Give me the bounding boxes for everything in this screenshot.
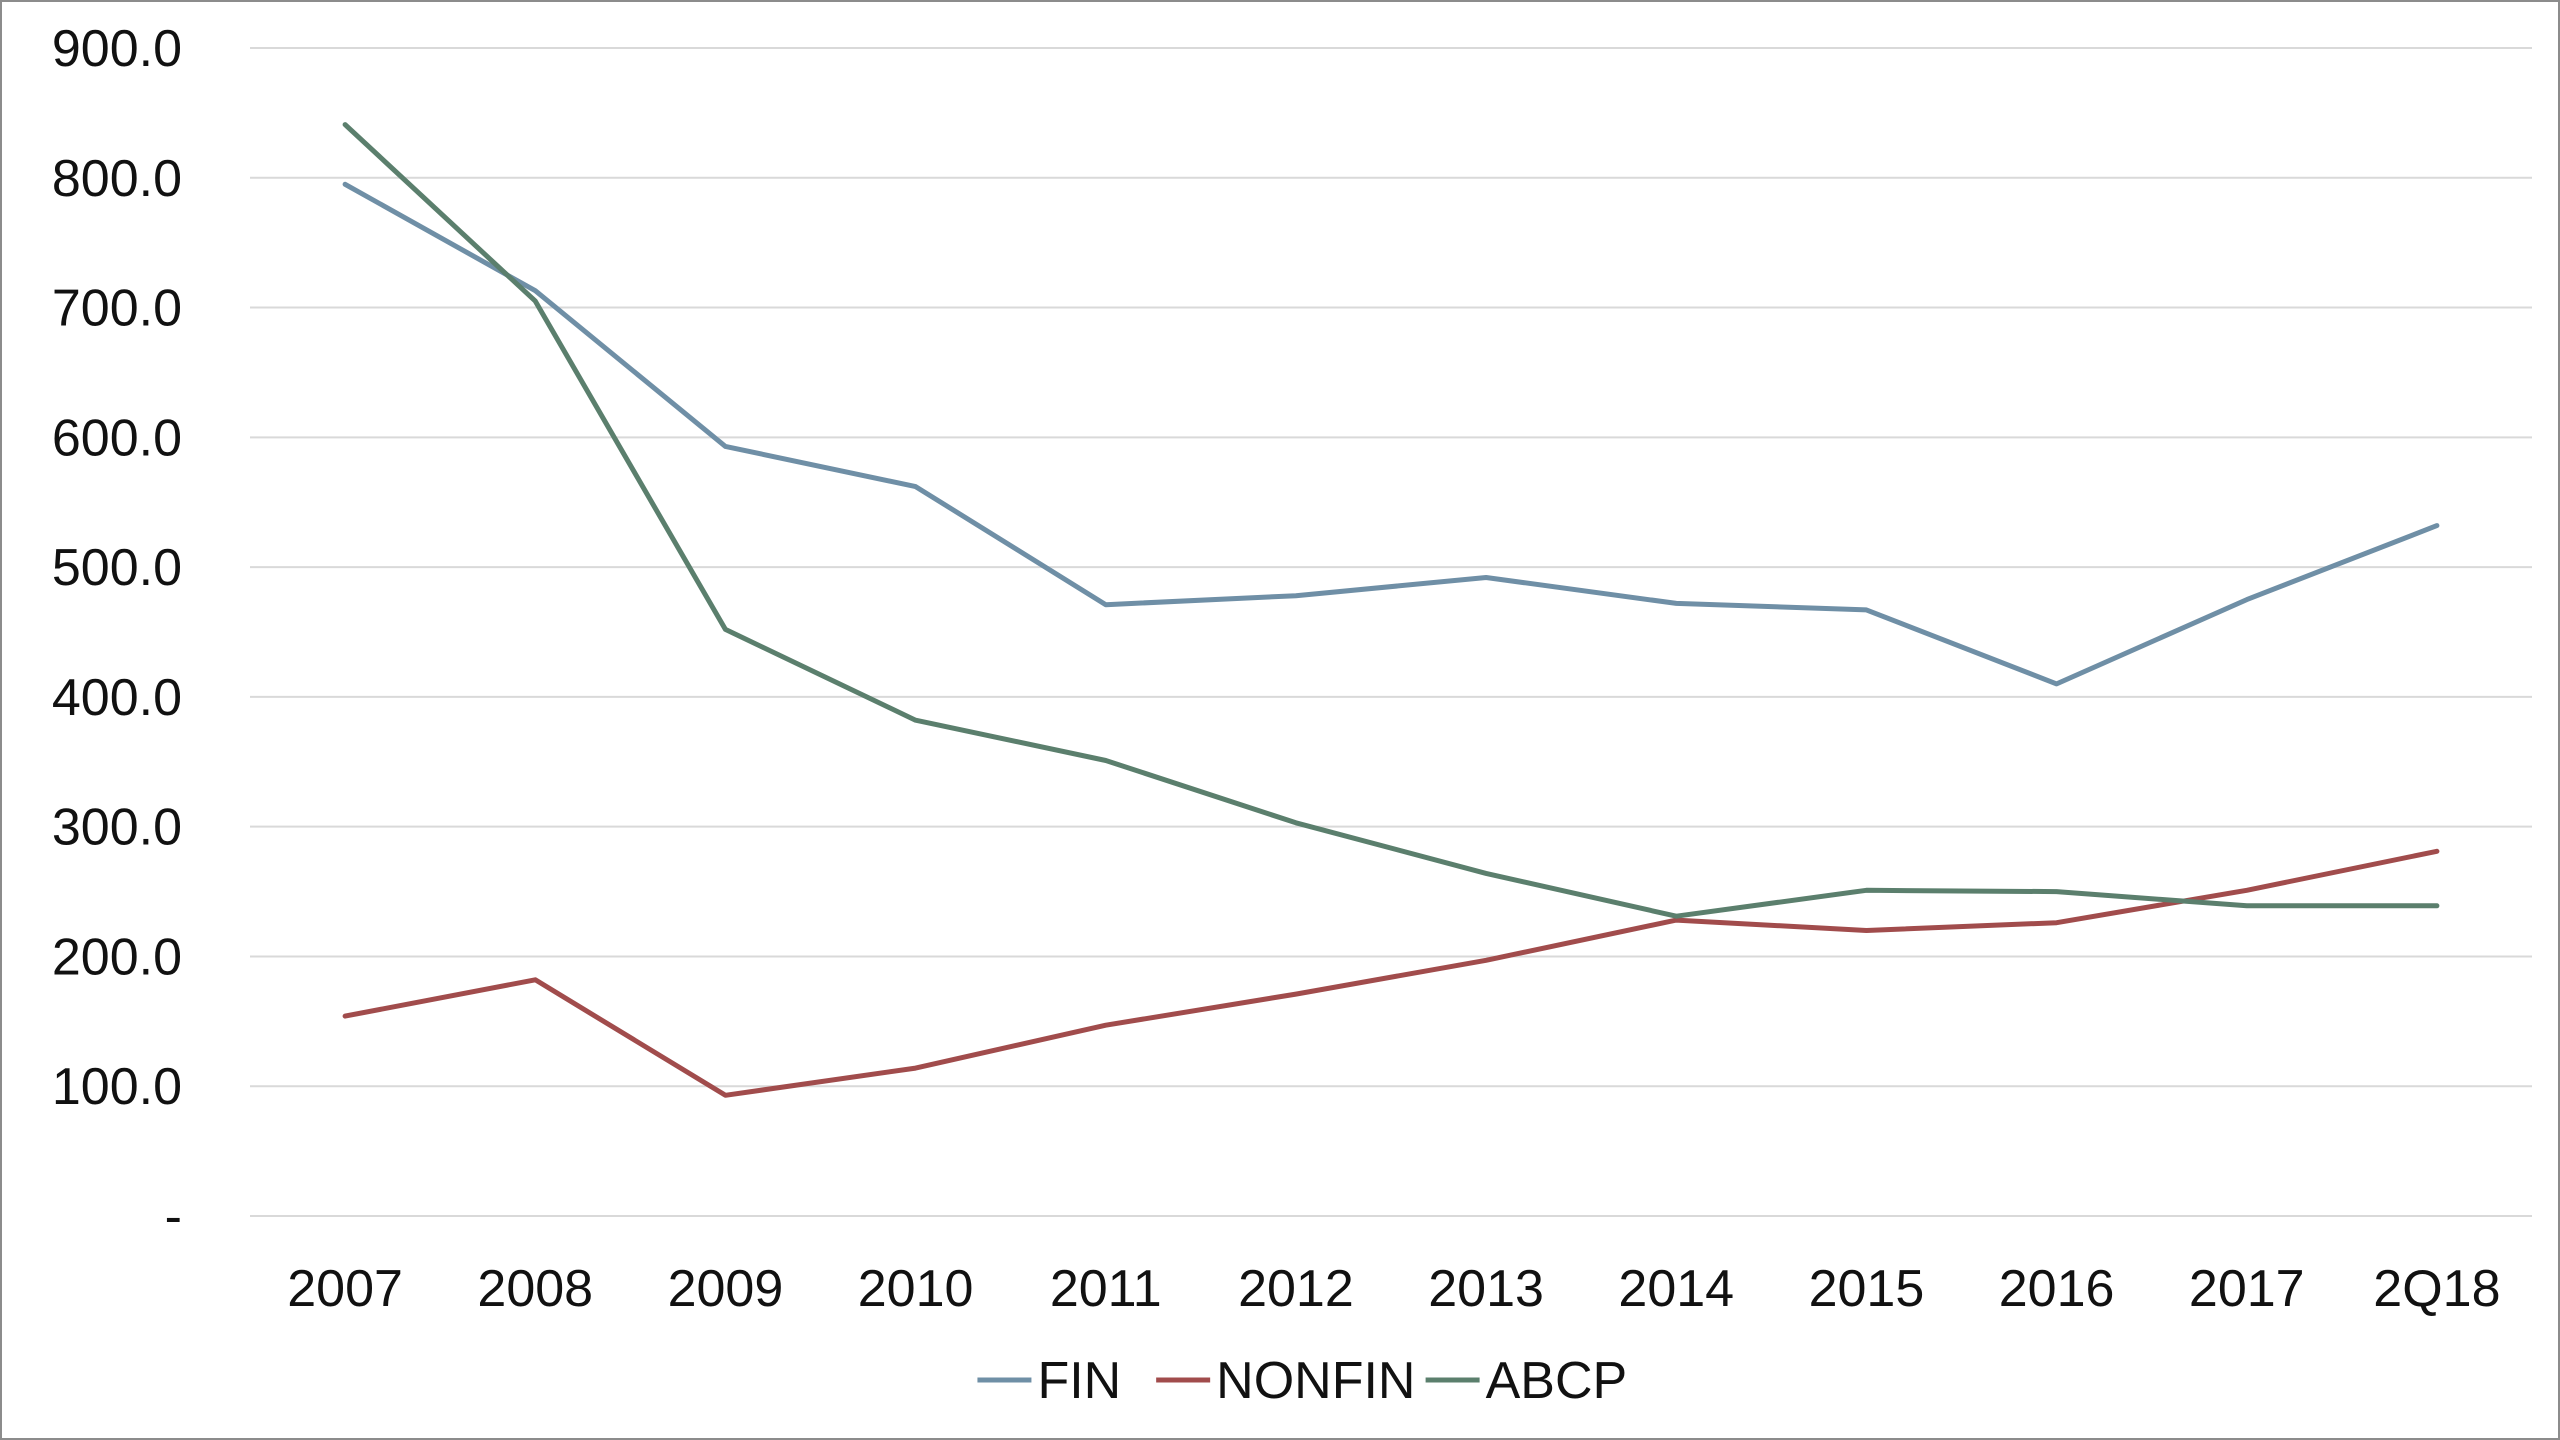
legend: FIN NONFIN ABCP [977, 1352, 1627, 1410]
legend-label: FIN [1037, 1352, 1121, 1410]
y-tick-label: 700.0 [52, 280, 182, 338]
series-line-nonfin [342, 848, 2440, 1098]
x-tick-label: 2010 [858, 1260, 974, 1318]
legend-item-fin: FIN [977, 1352, 1121, 1410]
x-tick-label: 2012 [1238, 1260, 1354, 1318]
series-line-abcp [342, 122, 2440, 919]
x-tick-label: 2015 [1809, 1260, 1925, 1318]
y-axis-tick-labels: - 100.0 200.0 300.0 400.0 500.0 600.0 700.0 800.… [52, 20, 182, 1246]
y-tick-label: 200.0 [52, 928, 182, 986]
y-tick-label: 300.0 [52, 799, 182, 857]
legend-label: NONFIN [1216, 1352, 1415, 1410]
x-tick-label: 2Q18 [2373, 1260, 2500, 1318]
legend-label: ABCP [1486, 1352, 1628, 1410]
series-line-fin [342, 181, 2440, 687]
y-tick-label: - [165, 1188, 182, 1246]
x-axis-tick-labels: 2007 2008 2009 2010 2011 2012 2013 2014 2015 2016… [287, 1260, 2500, 1318]
y-tick-label: 600.0 [52, 409, 182, 467]
x-tick-label: 2016 [1999, 1260, 2115, 1318]
y-tick-label: 900.0 [52, 20, 182, 78]
legend-item-abcp: ABCP [1425, 1352, 1628, 1410]
y-tick-label: 100.0 [52, 1058, 182, 1116]
x-tick-label: 2011 [1050, 1260, 1162, 1318]
x-tick-label: 2014 [1618, 1260, 1734, 1318]
gridlines [250, 47, 2532, 1217]
y-tick-label: 500.0 [52, 539, 182, 597]
y-tick-label: 800.0 [52, 150, 182, 208]
x-tick-label: 2009 [668, 1260, 784, 1318]
x-tick-label: 2007 [287, 1260, 403, 1318]
x-tick-label: 2013 [1428, 1260, 1544, 1318]
x-tick-label: 2017 [2189, 1260, 2305, 1318]
x-tick-label: 2008 [477, 1260, 593, 1318]
legend-item-nonfin: NONFIN [1156, 1352, 1415, 1410]
series-lines [342, 122, 2440, 1098]
y-tick-label: 400.0 [52, 669, 182, 727]
